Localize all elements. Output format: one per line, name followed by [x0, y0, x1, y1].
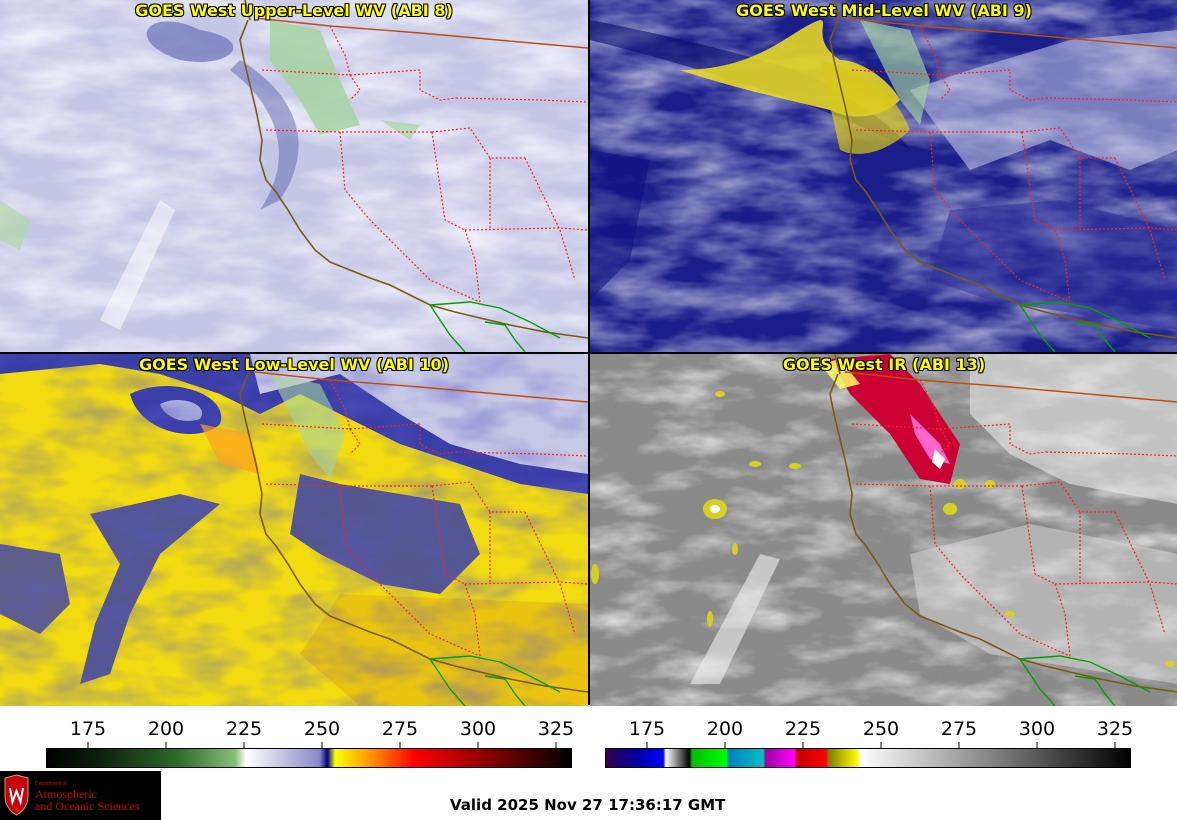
upper-level-wv-image: [0, 0, 588, 352]
panel-title: GOES West Upper-Level WV (ABI 8): [135, 1, 453, 20]
wv-tick-label: 250: [303, 718, 341, 740]
ir-tick-mark: [958, 742, 960, 748]
ir-tick-mark: [1036, 742, 1038, 748]
ir-tick-label: 225: [784, 718, 822, 740]
wv-colorbar-tick-labels: 175 200 225 250 275 300 325: [0, 718, 588, 740]
valid-time-label: Valid 2025 Nov 27 17:36:17 GMT: [450, 796, 726, 814]
wv-tick-label: 175: [69, 718, 107, 740]
wv-tick-mark: [243, 742, 245, 748]
wv-tick-mark: [165, 742, 167, 748]
uw-crest-icon: [4, 774, 29, 816]
wv-colorbar-gradient: [46, 748, 572, 768]
logo-name-line1: Atmospheric: [35, 787, 97, 801]
wv-tick-mark: [321, 742, 323, 748]
ir-tick-label: 300: [1018, 718, 1056, 740]
mid-level-wv-panel: GOES West Mid-Level WV (ABI 9): [590, 0, 1177, 352]
ir-tick-mark: [880, 742, 882, 748]
mid-level-wv-image: [590, 0, 1177, 352]
ir-tick-mark: [1114, 742, 1116, 748]
ir-tick-label: 175: [628, 718, 666, 740]
ir-panel: GOES West IR (ABI 13): [590, 354, 1177, 706]
ir-tick-label: 250: [862, 718, 900, 740]
ir-tick-label: 200: [706, 718, 744, 740]
wv-tick-label: 225: [225, 718, 263, 740]
wv-tick-mark: [399, 742, 401, 748]
low-level-wv-panel: GOES West Low-Level WV (ABI 10): [0, 354, 588, 706]
wv-tick-mark: [87, 742, 89, 748]
wv-tick-mark: [477, 742, 479, 748]
ir-image: [590, 354, 1177, 706]
ir-colorbar-tick-labels: 175 200 225 250 275 300 325: [0, 718, 1177, 740]
panel-title: GOES West Low-Level WV (ABI 10): [138, 355, 449, 374]
wv-tick-label: 325: [537, 718, 575, 740]
ir-tick-label: 325: [1096, 718, 1134, 740]
upper-level-wv-panel: GOES West Upper-Level WV (ABI 8): [0, 0, 588, 352]
uw-aos-logo[interactable]: Department of Atmospheric and Oceanic Sc…: [0, 771, 161, 820]
logo-name-line2: and Oceanic Sciences: [35, 799, 140, 813]
logo-department-text: Department of: [35, 781, 67, 787]
ir-tick-mark: [802, 742, 804, 748]
low-level-wv-image: [0, 354, 588, 706]
ir-colorbar-gradient: [605, 748, 1131, 768]
wv-tick-mark: [555, 742, 557, 748]
panel-title: GOES West IR (ABI 13): [782, 355, 986, 374]
wv-tick-label: 300: [459, 718, 497, 740]
wv-tick-label: 275: [381, 718, 419, 740]
panel-divider-horizontal: [0, 352, 1177, 354]
ir-tick-label: 275: [940, 718, 978, 740]
ir-tick-mark: [724, 742, 726, 748]
wv-tick-label: 200: [147, 718, 185, 740]
panel-title: GOES West Mid-Level WV (ABI 9): [736, 1, 1032, 20]
ir-tick-mark: [646, 742, 648, 748]
